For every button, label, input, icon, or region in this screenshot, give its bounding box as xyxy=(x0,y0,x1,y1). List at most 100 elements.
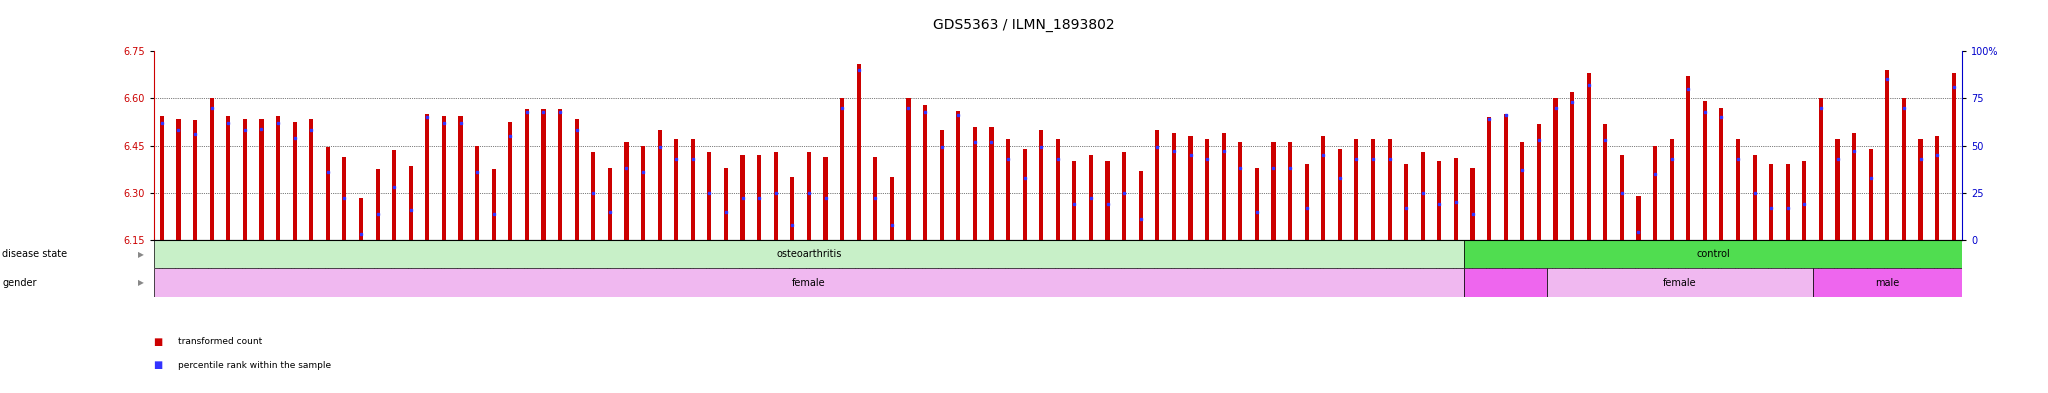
Bar xyxy=(1620,155,1624,240)
Bar xyxy=(475,145,479,240)
Text: gender: gender xyxy=(2,277,37,288)
Bar xyxy=(309,119,313,240)
Bar xyxy=(1122,152,1126,240)
Text: GDS5363 / ILMN_1893802: GDS5363 / ILMN_1893802 xyxy=(934,18,1114,32)
Text: male: male xyxy=(1876,277,1898,288)
Bar xyxy=(807,152,811,240)
Bar xyxy=(1038,130,1042,240)
Bar xyxy=(1370,139,1374,240)
Bar xyxy=(1487,117,1491,240)
Bar xyxy=(160,116,164,240)
Bar xyxy=(1464,268,1546,297)
Bar xyxy=(1090,155,1094,240)
Bar xyxy=(741,155,745,240)
Bar xyxy=(641,145,645,240)
Bar xyxy=(1354,139,1358,240)
Bar xyxy=(1604,123,1608,240)
Bar xyxy=(723,167,727,240)
Bar xyxy=(973,127,977,240)
Text: control: control xyxy=(1696,249,1731,259)
Bar xyxy=(1288,142,1292,240)
Bar xyxy=(209,98,213,240)
Bar xyxy=(791,177,795,240)
Bar xyxy=(1171,133,1176,240)
Bar xyxy=(260,119,264,240)
Bar xyxy=(1571,92,1575,240)
Bar xyxy=(1239,142,1243,240)
Bar xyxy=(1464,240,1962,268)
Bar xyxy=(154,268,1464,297)
Bar xyxy=(1470,167,1475,240)
Bar xyxy=(1405,164,1409,240)
Text: percentile rank within the sample: percentile rank within the sample xyxy=(178,361,332,370)
Bar xyxy=(1421,152,1425,240)
Bar xyxy=(1155,130,1159,240)
Bar xyxy=(1454,158,1458,240)
Bar xyxy=(1851,133,1855,240)
Bar xyxy=(1305,164,1309,240)
Bar xyxy=(176,119,180,240)
Text: transformed count: transformed count xyxy=(178,338,262,346)
Bar xyxy=(1006,139,1010,240)
Bar xyxy=(707,152,711,240)
Text: ▶: ▶ xyxy=(137,278,143,287)
Bar xyxy=(276,116,281,240)
Bar xyxy=(154,240,1464,268)
Bar xyxy=(1221,133,1227,240)
Bar xyxy=(840,98,844,240)
Bar xyxy=(1554,98,1559,240)
Bar xyxy=(690,139,694,240)
Bar xyxy=(1653,145,1657,240)
Bar xyxy=(508,122,512,240)
Bar xyxy=(1737,139,1741,240)
Text: female: female xyxy=(1663,277,1696,288)
Text: osteoarthritis: osteoarthritis xyxy=(776,249,842,259)
Bar xyxy=(1272,142,1276,240)
Bar xyxy=(1919,139,1923,240)
Bar xyxy=(1935,136,1939,240)
Bar xyxy=(293,122,297,240)
Bar xyxy=(592,152,596,240)
Bar xyxy=(1702,101,1706,240)
Bar xyxy=(625,142,629,240)
Bar xyxy=(1952,73,1956,240)
Bar xyxy=(1720,108,1724,240)
Bar xyxy=(1536,123,1540,240)
Bar xyxy=(608,167,612,240)
Bar xyxy=(1022,149,1026,240)
Bar xyxy=(1812,268,1962,297)
Bar xyxy=(575,119,580,240)
Text: female: female xyxy=(793,277,825,288)
Bar xyxy=(557,109,561,240)
Bar xyxy=(1835,139,1839,240)
Bar xyxy=(541,109,545,240)
Bar xyxy=(1769,164,1774,240)
Bar xyxy=(492,169,496,240)
Bar xyxy=(459,116,463,240)
Bar xyxy=(1055,139,1061,240)
Bar xyxy=(1255,167,1260,240)
Bar xyxy=(1204,139,1208,240)
Bar xyxy=(1337,149,1341,240)
Bar xyxy=(1868,149,1872,240)
Bar xyxy=(193,120,197,240)
Bar xyxy=(1886,70,1890,240)
Bar xyxy=(872,156,877,240)
Bar xyxy=(1106,161,1110,240)
Bar xyxy=(225,116,229,240)
Text: ▶: ▶ xyxy=(137,250,143,259)
Text: ■: ■ xyxy=(154,360,164,371)
Bar xyxy=(956,111,961,240)
Bar xyxy=(940,130,944,240)
Bar xyxy=(524,109,528,240)
Text: disease state: disease state xyxy=(2,249,68,259)
Bar xyxy=(391,150,395,240)
Bar xyxy=(342,156,346,240)
Bar xyxy=(889,177,895,240)
Bar xyxy=(856,64,860,240)
Bar xyxy=(1636,196,1640,240)
Bar xyxy=(358,198,362,240)
Text: ■: ■ xyxy=(154,337,164,347)
Bar xyxy=(1903,98,1907,240)
Bar xyxy=(244,119,248,240)
